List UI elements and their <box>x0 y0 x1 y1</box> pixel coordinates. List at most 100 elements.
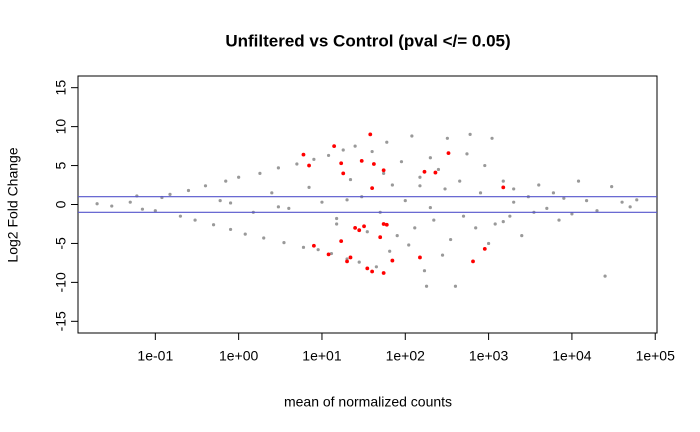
point <box>370 186 375 191</box>
point <box>443 187 447 191</box>
point <box>620 200 624 204</box>
y-tick-label: 0 <box>53 200 69 208</box>
point <box>545 206 549 210</box>
point <box>428 206 432 210</box>
point <box>474 226 478 230</box>
point <box>228 227 233 232</box>
point <box>301 152 306 157</box>
point <box>365 230 369 234</box>
point <box>635 198 639 202</box>
point <box>186 188 191 193</box>
point <box>295 162 299 166</box>
point <box>512 187 516 191</box>
point <box>570 212 574 216</box>
point <box>603 274 607 278</box>
point <box>348 255 353 260</box>
y-tick-label: 15 <box>53 80 69 96</box>
point <box>424 284 429 288</box>
point <box>501 185 506 190</box>
point <box>432 218 436 222</box>
point <box>433 170 438 175</box>
point <box>237 175 241 179</box>
point <box>371 162 376 166</box>
point <box>381 222 386 226</box>
point <box>422 169 427 174</box>
point <box>276 205 280 209</box>
point <box>332 144 337 148</box>
x-tick-label: 1e+03 <box>469 348 509 364</box>
point <box>395 234 399 238</box>
point <box>576 179 581 183</box>
point <box>461 214 466 218</box>
point <box>320 200 324 204</box>
point <box>168 192 172 196</box>
point <box>341 171 346 176</box>
x-tick-label: 1e+01 <box>302 348 342 364</box>
x-axis-label: mean of normalized counts <box>284 394 452 410</box>
point <box>312 157 316 161</box>
point <box>203 184 208 188</box>
point <box>326 153 331 158</box>
x-tick-label: 1e+05 <box>636 348 676 364</box>
point <box>316 248 320 252</box>
point <box>287 206 291 210</box>
point <box>341 148 345 152</box>
point <box>410 134 414 138</box>
point <box>276 166 280 170</box>
point <box>128 200 132 204</box>
point <box>390 258 395 263</box>
y-axis-label: Log2 Fold Change <box>5 147 21 262</box>
x-tick-label: 1e-01 <box>137 348 173 364</box>
point <box>493 222 497 226</box>
point <box>537 183 541 187</box>
point <box>382 171 386 175</box>
y-tick-label: -15 <box>53 311 69 331</box>
point <box>345 259 349 264</box>
point <box>403 199 407 203</box>
point <box>140 207 145 211</box>
point <box>584 199 589 203</box>
point <box>378 235 383 240</box>
point <box>348 177 353 182</box>
point <box>501 179 505 183</box>
point <box>449 237 453 242</box>
y-tick-label: 5 <box>53 161 69 169</box>
point <box>483 163 487 168</box>
point <box>370 149 374 154</box>
point <box>407 243 411 247</box>
point <box>557 218 561 222</box>
point <box>562 196 566 200</box>
point <box>418 255 422 260</box>
point <box>282 241 286 245</box>
point <box>110 204 114 208</box>
point <box>446 151 451 156</box>
point <box>335 216 339 221</box>
point <box>339 161 344 166</box>
point <box>262 236 266 240</box>
point <box>353 144 357 148</box>
point <box>508 214 512 218</box>
point <box>345 198 349 202</box>
point <box>385 140 389 144</box>
point <box>95 202 99 206</box>
point <box>258 171 262 175</box>
point <box>453 284 458 288</box>
point <box>418 184 422 188</box>
point <box>370 269 375 274</box>
point <box>368 132 373 137</box>
point <box>388 249 392 253</box>
point <box>339 239 344 244</box>
y-tick-label: -10 <box>53 272 69 292</box>
point <box>486 241 491 246</box>
x-tick-label: 1e+02 <box>386 348 426 364</box>
point <box>353 225 358 230</box>
point <box>329 251 334 256</box>
point <box>465 152 469 156</box>
point <box>468 132 472 137</box>
point <box>307 163 311 168</box>
point <box>512 200 516 204</box>
point <box>428 156 432 160</box>
point <box>311 243 316 248</box>
point <box>445 136 449 140</box>
